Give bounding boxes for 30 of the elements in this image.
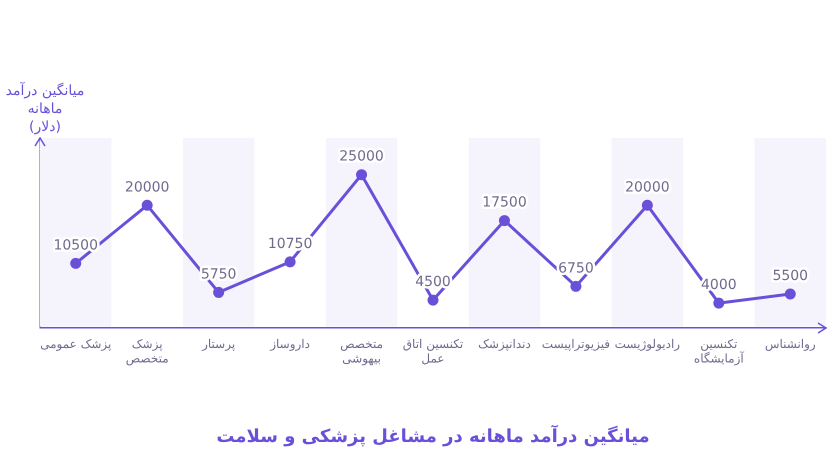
data-label: 10500 (53, 237, 98, 254)
point (284, 256, 296, 268)
point (428, 294, 438, 306)
text: میانگین درآمد ماهانه در مشاغل پزشکی و سلامت (216, 424, 650, 447)
x-tick-label: پزشک متخصص (126, 336, 169, 366)
x-tick-label: متخصص بیهوشی (340, 336, 383, 366)
point (70, 258, 82, 269)
x-tick-label: تکنسین آزمایشگاه (694, 336, 744, 366)
point (713, 298, 724, 309)
x-tick-label: پزشک عمومی (40, 336, 112, 351)
point (784, 288, 796, 300)
x-tick-label: تکنسین اتاق عمل (402, 336, 464, 366)
x-tick-label: دندانپزشک (478, 336, 531, 351)
x-tick-label: پرستار (201, 336, 236, 351)
point (498, 215, 510, 226)
data-label: 17500 (482, 194, 527, 211)
data-label: 25000 (339, 148, 384, 165)
y-axis-title: میانگین درآمد ماهانه (دلار) (6, 81, 84, 135)
x-tick-label: رادیولوژیست (614, 336, 680, 351)
data-label: 20000 (625, 179, 670, 196)
x-tick-label: روانشناس (764, 336, 816, 351)
point (213, 286, 224, 298)
point (142, 200, 153, 211)
point (356, 169, 368, 180)
point (570, 280, 582, 292)
data-label: 5500 (772, 268, 808, 284)
point (642, 200, 653, 211)
data-label: 20000 (124, 179, 170, 196)
x-tick-label: داروساز (269, 336, 310, 351)
x-tick-label: فیزیوتراپیست (542, 336, 610, 351)
